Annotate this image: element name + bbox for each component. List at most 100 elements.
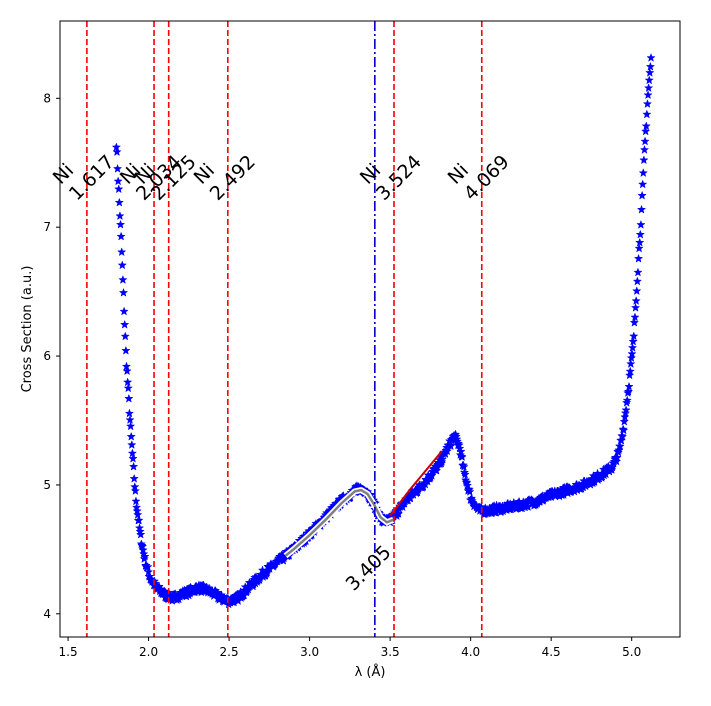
data-point: [638, 179, 648, 189]
data-point: [641, 121, 651, 131]
fit-curve: [284, 488, 394, 557]
data-point: [465, 486, 475, 496]
data-point: [127, 448, 138, 458]
data-point: [637, 190, 647, 200]
data-point: [635, 237, 645, 247]
data-point: [112, 147, 122, 157]
data-point: [612, 452, 622, 462]
data-point: [133, 509, 143, 519]
data-point: [124, 408, 135, 418]
data-point: [134, 515, 144, 525]
y-tick-label: 4: [43, 607, 51, 621]
data-point: [140, 551, 150, 561]
data-point: [114, 184, 124, 194]
data-point: [617, 431, 628, 441]
data-point: [125, 415, 135, 424]
x-tick-label: 3.0: [300, 645, 319, 659]
x-tick-label: 2.5: [220, 645, 239, 659]
data-point: [124, 393, 134, 403]
data-point: [626, 359, 636, 368]
x-tick-label: 5.0: [622, 645, 641, 659]
data-point: [628, 336, 638, 346]
data-point: [120, 331, 130, 341]
data-point: [113, 176, 123, 186]
data-point: [642, 109, 652, 119]
data-point: [640, 126, 651, 136]
x-axis-label: λ (Å): [355, 664, 386, 680]
data-point: [635, 229, 645, 239]
x-tick-label: 4.5: [542, 645, 561, 659]
data-point: [644, 75, 654, 85]
data-point: [646, 52, 656, 62]
data-point: [621, 405, 631, 415]
data-point: [632, 276, 643, 286]
y-tick-label: 8: [43, 91, 51, 105]
data-point: [633, 267, 643, 277]
data-point: [629, 331, 639, 341]
data-point: [122, 377, 133, 387]
data-point: [636, 204, 647, 214]
data-point: [442, 446, 452, 456]
data-point: [126, 431, 136, 441]
data-point: [624, 381, 634, 391]
data-point: [460, 469, 470, 479]
data-point: [115, 211, 125, 221]
data-point: [645, 61, 656, 71]
data-point: [116, 231, 126, 241]
plot-contents: [86, 21, 656, 637]
data-point: [437, 454, 448, 464]
y-axis-label: Cross Section (a.u.): [20, 266, 35, 393]
data-point: [636, 219, 646, 229]
data-point: [393, 509, 404, 518]
data-point: [639, 144, 650, 154]
y-tick-label: 6: [43, 349, 51, 363]
data-point: [128, 461, 139, 471]
data-point: [457, 452, 467, 462]
data-point: [121, 345, 131, 355]
data-point: [131, 496, 141, 506]
data-point: [632, 286, 642, 296]
data-point: [446, 441, 456, 451]
x-tick-label: 4.0: [461, 645, 480, 659]
data-point: [136, 529, 146, 539]
data-point: [630, 312, 640, 322]
data-point: [459, 462, 469, 471]
data-point: [627, 342, 638, 352]
data-point: [120, 319, 130, 329]
data-point: [634, 243, 644, 253]
data-point: [112, 163, 123, 173]
y-axis: 4 5 6 7 8: [43, 91, 60, 621]
data-point: [642, 99, 653, 108]
data-point: [645, 67, 655, 77]
data-point: [627, 349, 637, 358]
data-point: [639, 155, 649, 165]
x-tick-label: 1.5: [59, 645, 78, 659]
data-point: [117, 247, 127, 257]
x-tick-label: 3.5: [381, 645, 400, 659]
data-point: [462, 480, 473, 490]
data-point: [643, 83, 654, 93]
data-point: [128, 453, 138, 463]
data-point: [122, 366, 132, 376]
data-point: [631, 296, 641, 305]
data-point: [117, 260, 127, 270]
data-point: [125, 421, 136, 431]
data-point: [638, 168, 648, 178]
x-tick-label: 2.0: [139, 645, 158, 659]
data-point: [625, 366, 635, 376]
data-point: [615, 441, 625, 451]
data-point: [118, 275, 128, 284]
data-point: [619, 425, 629, 435]
data-point: [118, 287, 129, 297]
data-point: [633, 253, 644, 263]
y-tick-label: 5: [43, 478, 51, 492]
data-point: [622, 395, 632, 405]
data-point: [640, 136, 650, 146]
data-point: [119, 306, 129, 316]
data-point: [630, 302, 641, 312]
data-point: [129, 473, 139, 483]
data-point: [643, 90, 653, 100]
data-point: [130, 486, 141, 495]
